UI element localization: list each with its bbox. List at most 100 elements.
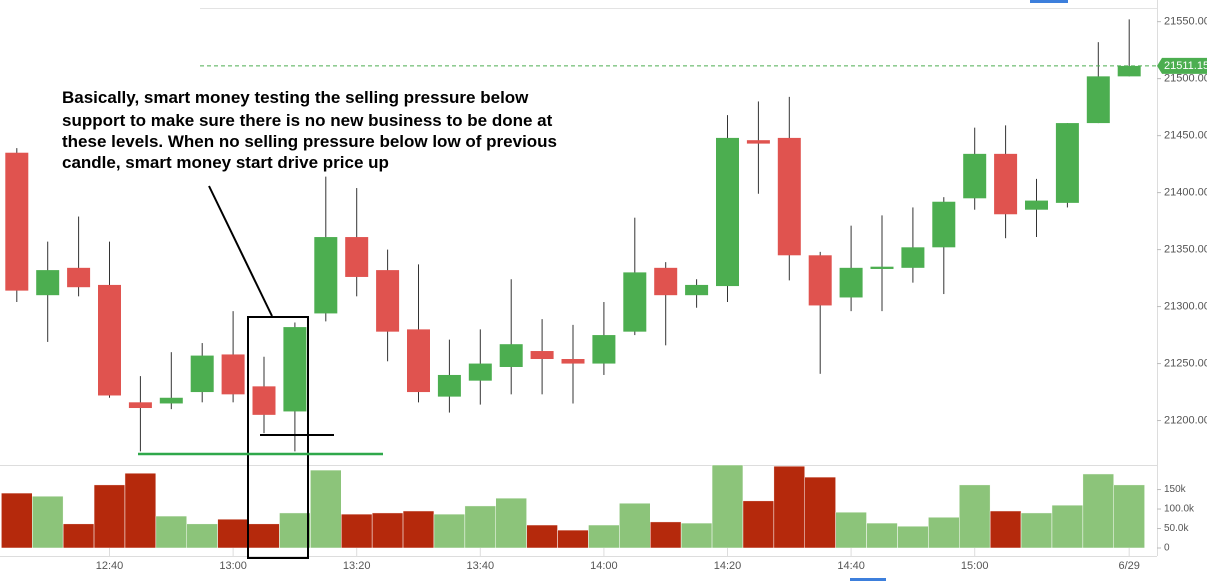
y-tick-label: 21500.00 bbox=[1164, 73, 1207, 85]
y-tick-label: 21400.00 bbox=[1164, 187, 1207, 199]
candle-body bbox=[128, 402, 152, 409]
candle-body bbox=[1055, 123, 1079, 203]
annotation-text: these levels. When no selling pressure b… bbox=[62, 132, 557, 151]
x-tick-label: 13:00 bbox=[219, 560, 247, 572]
candle-body bbox=[685, 284, 709, 296]
volume-bar bbox=[495, 497, 527, 549]
volume-bar bbox=[62, 523, 95, 549]
volume-bar bbox=[804, 476, 836, 549]
annotation-text: Basically, smart money testing the selli… bbox=[62, 88, 529, 107]
plot bbox=[1, 19, 1145, 549]
candle-body bbox=[407, 329, 430, 393]
volume-bar bbox=[1113, 484, 1145, 549]
candle-body bbox=[530, 351, 554, 360]
volume-bar bbox=[217, 518, 249, 549]
x-tick-label: 14:00 bbox=[590, 560, 618, 572]
candle-body bbox=[963, 153, 987, 199]
annotation-text: support to make sure there is no new bus… bbox=[62, 111, 553, 130]
x-tick-label: 13:20 bbox=[343, 560, 371, 572]
candle-body bbox=[716, 137, 739, 287]
candle-body bbox=[67, 267, 91, 288]
candle-body bbox=[345, 237, 369, 277]
last-price-label: 21511.15 bbox=[1164, 60, 1207, 72]
candle-body bbox=[1117, 65, 1141, 77]
candle-body bbox=[932, 201, 956, 248]
volume-bar bbox=[588, 524, 620, 549]
candle-body bbox=[499, 344, 523, 367]
y-tick-label: 21200.00 bbox=[1164, 414, 1207, 426]
x-tick-label: 14:20 bbox=[714, 560, 742, 572]
candle-body bbox=[252, 386, 276, 415]
candle-body bbox=[159, 397, 183, 404]
volume-bar bbox=[680, 522, 713, 549]
candle-body bbox=[1086, 76, 1110, 124]
y-tick-label: 21300.00 bbox=[1164, 300, 1207, 312]
volume-bar bbox=[464, 505, 497, 549]
volume-bar bbox=[124, 472, 157, 549]
candle-body bbox=[221, 354, 245, 395]
candle-body bbox=[592, 335, 616, 364]
x-tick-label: 12:40 bbox=[96, 560, 124, 572]
pointer-line bbox=[208, 185, 273, 317]
volume-bar bbox=[742, 500, 775, 549]
candle-body bbox=[5, 152, 29, 291]
volume-bar bbox=[526, 524, 558, 549]
candle-body bbox=[190, 355, 214, 393]
candle-body bbox=[901, 247, 925, 268]
volume-bar bbox=[1, 492, 33, 549]
candle-body bbox=[746, 140, 770, 144]
accent bbox=[1030, 0, 1068, 3]
x-tick-label: 13:40 bbox=[467, 560, 495, 572]
candle-body bbox=[808, 255, 832, 306]
volume-bar bbox=[248, 523, 280, 549]
candle-body bbox=[839, 267, 863, 298]
volume-bar bbox=[1051, 504, 1084, 549]
x-tick-label: 14:40 bbox=[837, 560, 865, 572]
volume-tick-label: 150k bbox=[1164, 484, 1187, 495]
highlight-box bbox=[247, 316, 309, 559]
volume-bar bbox=[279, 512, 311, 549]
candle-body bbox=[437, 374, 461, 397]
volume-bar bbox=[928, 516, 960, 549]
volume-bar bbox=[773, 465, 805, 549]
volume-bar bbox=[835, 511, 867, 549]
candle-body bbox=[623, 272, 647, 332]
candle-body bbox=[870, 266, 894, 269]
annotation-shapes bbox=[138, 185, 383, 559]
candle-body bbox=[314, 237, 338, 314]
volume-tick-label: 50.0k bbox=[1164, 523, 1189, 534]
y-tick-label: 21450.00 bbox=[1164, 130, 1207, 142]
candle-body bbox=[283, 327, 307, 412]
volume-bar bbox=[959, 484, 991, 549]
volume-bar bbox=[711, 464, 744, 549]
candle-body bbox=[36, 270, 60, 296]
volume-bar bbox=[989, 510, 1022, 549]
volume-bar bbox=[557, 529, 589, 549]
volume-bar bbox=[186, 523, 218, 549]
volume-bar bbox=[371, 512, 404, 549]
volume-bar bbox=[897, 525, 929, 549]
candle-body bbox=[376, 270, 400, 332]
volume-bar bbox=[650, 521, 682, 549]
x-tick-label: 6/29 bbox=[1118, 560, 1139, 572]
volume-bar bbox=[1082, 473, 1114, 549]
volume-bar bbox=[866, 522, 898, 549]
candle-body bbox=[1025, 200, 1048, 210]
volume-bar bbox=[619, 502, 651, 549]
volume-tick-label: 0 bbox=[1164, 543, 1170, 554]
candle-body bbox=[994, 153, 1018, 215]
accent bbox=[850, 578, 886, 581]
volume-bar bbox=[310, 469, 342, 549]
last-price-marker bbox=[1157, 57, 1207, 74]
volume-bar bbox=[32, 495, 64, 549]
volume-bar bbox=[402, 510, 435, 549]
volume-bar bbox=[341, 513, 373, 549]
volume-bar bbox=[433, 513, 466, 549]
candle-body bbox=[98, 284, 121, 396]
annotation-text: candle, smart money start drive price up bbox=[62, 153, 389, 172]
candle-body bbox=[654, 267, 678, 296]
candle-body bbox=[777, 137, 801, 256]
candle-body bbox=[468, 363, 492, 381]
candle-body bbox=[561, 359, 585, 364]
